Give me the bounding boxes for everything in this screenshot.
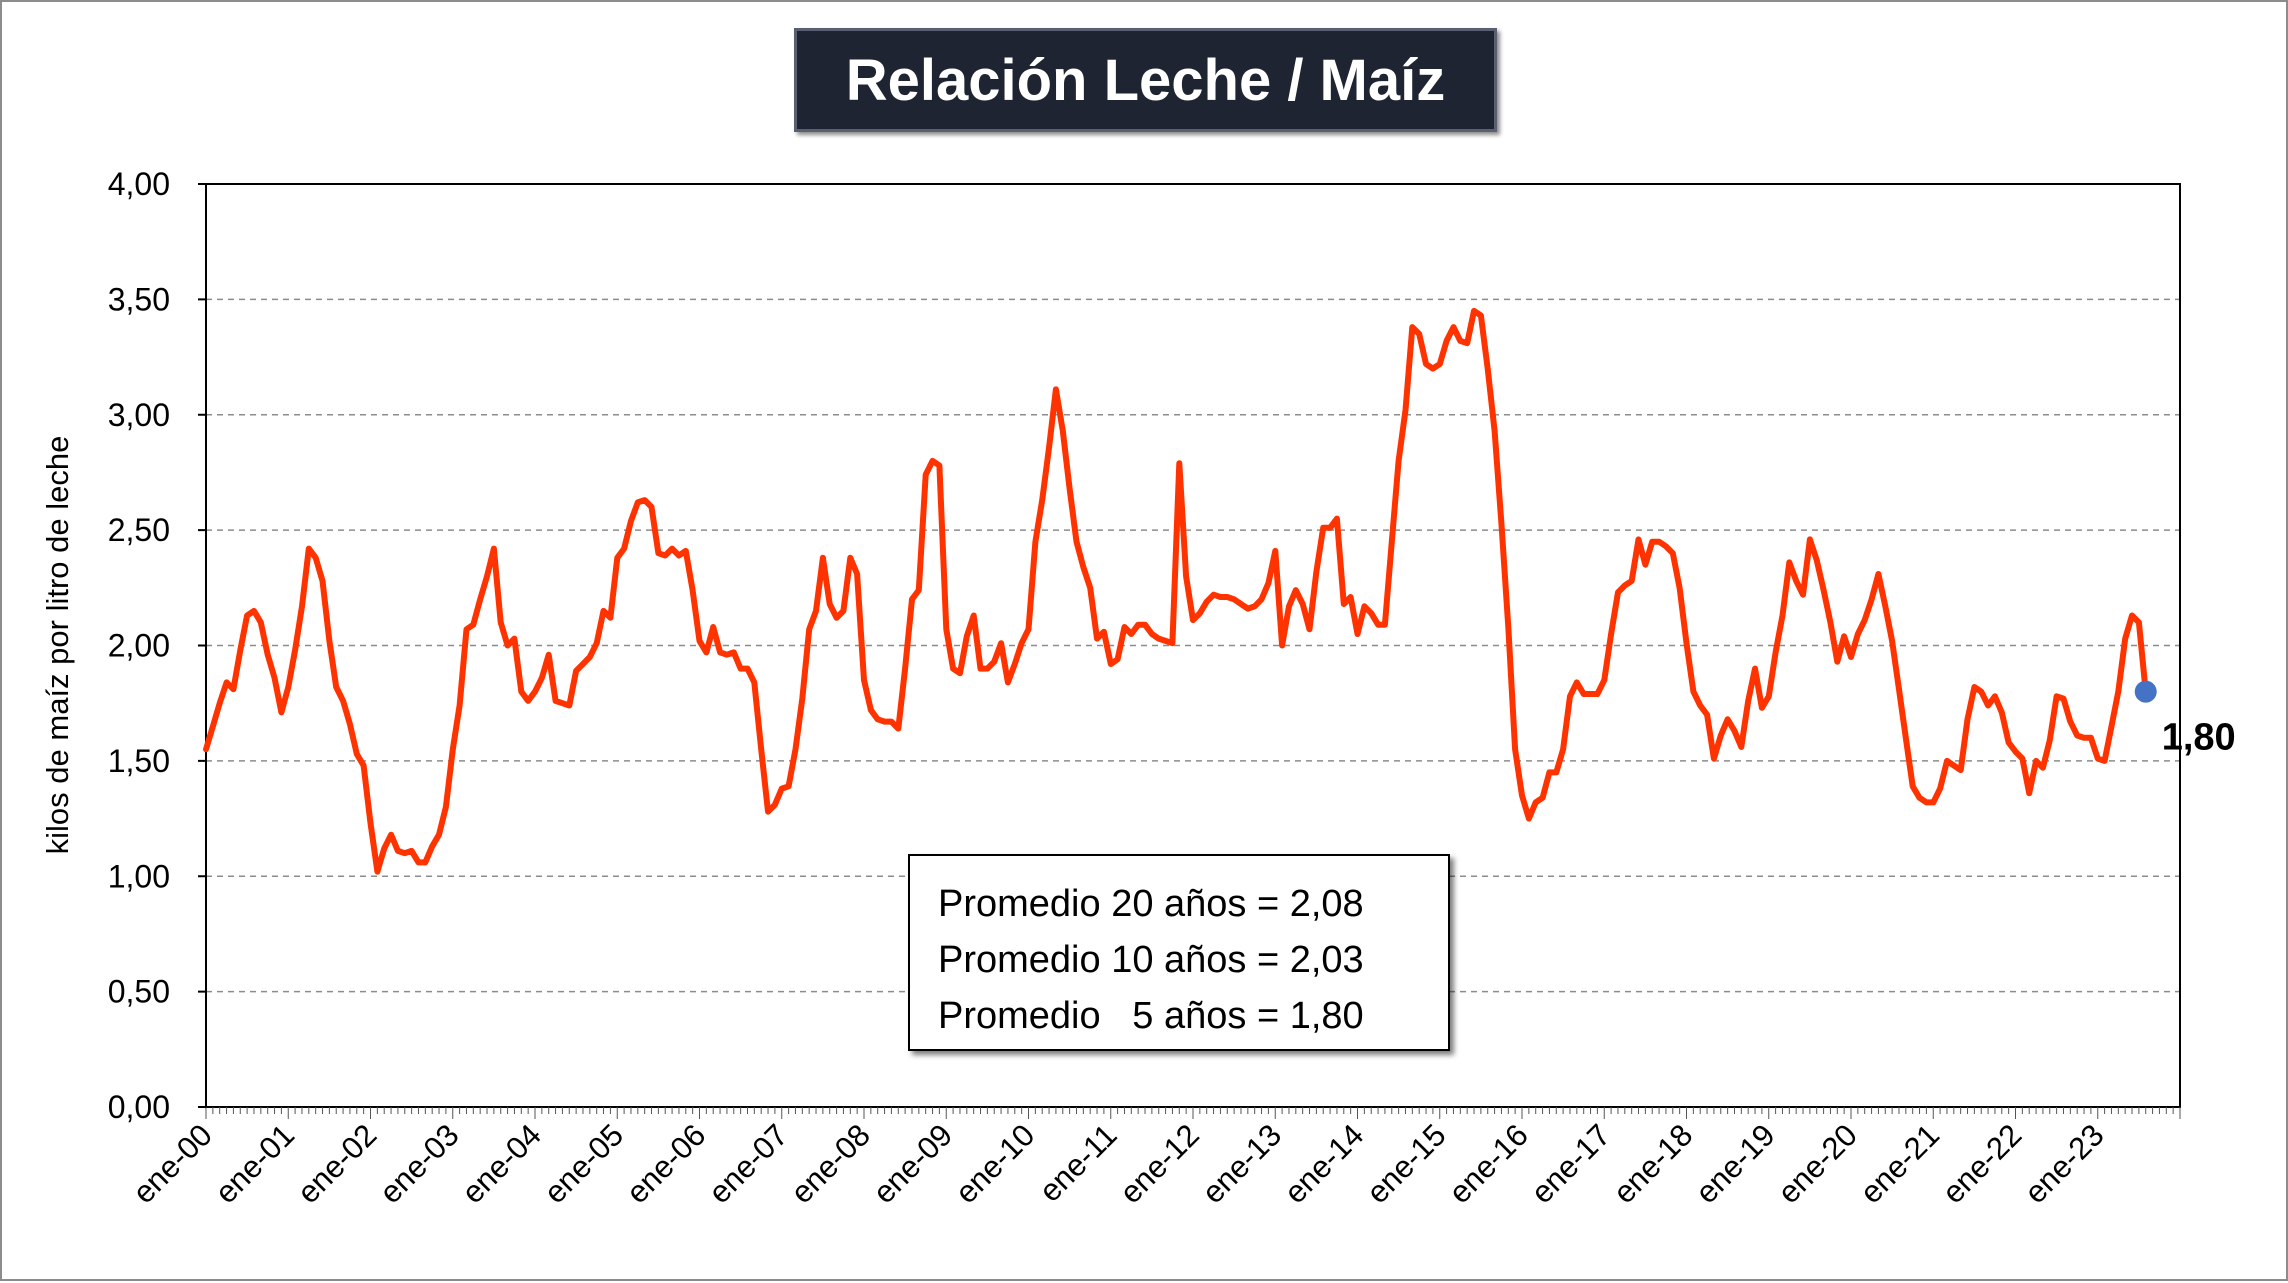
x-tick-label: ene-13 xyxy=(1195,1117,1288,1210)
chart-title-box: Relación Leche / Maíz xyxy=(794,28,1497,132)
x-tick-label: ene-23 xyxy=(2018,1117,2111,1210)
x-tick-label: ene-20 xyxy=(1771,1117,1864,1210)
x-tick-label: ene-08 xyxy=(784,1117,877,1210)
y-tick-label: 2,50 xyxy=(108,512,170,548)
x-tick-label: ene-18 xyxy=(1606,1117,1699,1210)
x-tick-label: ene-17 xyxy=(1524,1117,1617,1210)
x-minor-ticks xyxy=(205,1107,2181,1119)
last-value-marker xyxy=(2134,680,2157,703)
x-tick-label: ene-02 xyxy=(290,1117,383,1210)
x-tick-label: ene-01 xyxy=(208,1117,301,1210)
chart-title: Relación Leche / Maíz xyxy=(845,47,1446,113)
x-tick-label: ene-21 xyxy=(1853,1117,1946,1210)
y-axis-label: kilos de maíz por litro de leche xyxy=(40,436,75,855)
y-tick-label: 0,00 xyxy=(108,1089,170,1125)
x-tick-label: ene-03 xyxy=(373,1117,466,1210)
average-10-years: Promedio 10 años = 2,03 xyxy=(938,939,1364,981)
y-tick-label: 1,00 xyxy=(108,858,170,894)
average-20-years: Promedio 20 años = 2,08 xyxy=(938,883,1364,925)
average-5-years: Promedio 5 años = 1,80 xyxy=(938,995,1364,1037)
y-tick-label: 3,00 xyxy=(108,397,170,433)
y-tick-label: 4,00 xyxy=(108,166,170,202)
x-tick-label: ene-07 xyxy=(702,1117,795,1210)
x-tick-label: ene-16 xyxy=(1442,1117,1535,1210)
x-tick-label: ene-12 xyxy=(1113,1117,1206,1210)
y-tick-label: 2,00 xyxy=(108,628,170,664)
y-tick-label: 0,50 xyxy=(108,974,170,1010)
x-tick-label: ene-11 xyxy=(1032,1117,1123,1208)
x-tick-label: ene-09 xyxy=(866,1117,959,1210)
x-tick-label: ene-22 xyxy=(1935,1117,2028,1210)
y-tick-label: 3,50 xyxy=(108,281,170,317)
x-tick-label: ene-14 xyxy=(1277,1117,1370,1210)
averages-box: Promedio 20 años = 2,08 Promedio 10 años… xyxy=(908,854,1450,1051)
gridlines xyxy=(206,298,2180,993)
x-tick-label: ene-19 xyxy=(1689,1117,1782,1210)
x-tick-label: ene-05 xyxy=(537,1117,630,1210)
x-tick-label: ene-15 xyxy=(1360,1117,1453,1210)
x-tick-label: ene-00 xyxy=(126,1117,219,1210)
y-tick-label: 1,50 xyxy=(108,743,170,779)
x-tick-label: ene-06 xyxy=(619,1117,712,1210)
x-tick-labels: ene-00ene-01ene-02ene-03ene-04ene-05ene-… xyxy=(126,1117,2111,1210)
series-line xyxy=(203,307,2149,875)
last-value-label: 1,80 xyxy=(2162,717,2236,759)
x-tick-label: ene-04 xyxy=(455,1117,548,1210)
y-tick-labels: 0,00 0,50 1,00 1,50 2,00 2,50 3,00 3,50 4,00 xyxy=(108,166,206,1125)
x-tick-label: ene-10 xyxy=(948,1117,1041,1210)
